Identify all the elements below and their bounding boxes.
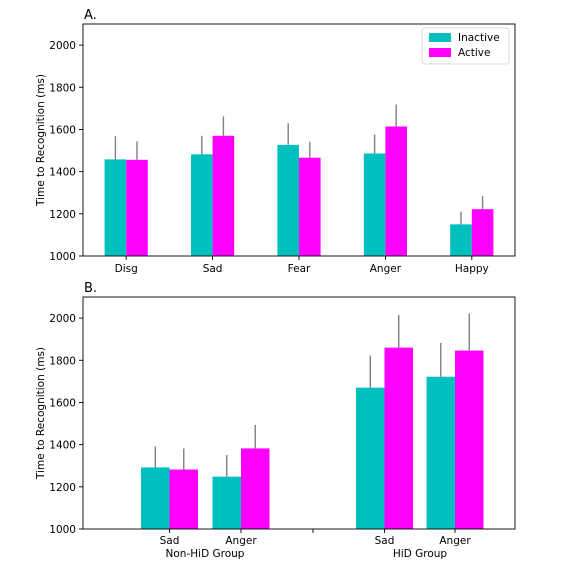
y-tick-label: 1400 xyxy=(49,167,76,179)
x-tick-label: Anger xyxy=(439,535,471,547)
panel-b-bars xyxy=(141,313,484,529)
panel-a-frame xyxy=(82,23,516,257)
x-tick-label: Anger xyxy=(225,535,257,547)
panel-a-x-axis: Disg Sad Fear Anger Happy xyxy=(115,256,489,275)
x-tick-label: Anger xyxy=(370,263,402,275)
y-tick-label: 2000 xyxy=(49,40,76,52)
legend-label-active: Active xyxy=(458,47,490,59)
bar xyxy=(212,476,241,529)
legend-swatch-active xyxy=(429,48,451,57)
y-tick-label: 1200 xyxy=(49,209,76,221)
bar xyxy=(299,157,321,256)
bar xyxy=(169,469,198,529)
x-tick-label: Happy xyxy=(455,263,489,275)
y-tick-label: 1600 xyxy=(49,124,76,136)
bar xyxy=(191,154,213,256)
bar xyxy=(104,159,127,256)
bar xyxy=(450,224,472,256)
group-label: Non-HiD Group xyxy=(166,548,245,560)
x-tick-label: Sad xyxy=(160,535,180,547)
bar xyxy=(384,347,413,529)
y-tick-label: 1000 xyxy=(49,251,76,263)
bar xyxy=(385,126,407,256)
bar xyxy=(126,159,148,256)
panel-a-y-axis-label: Time to Recognition (ms) xyxy=(35,74,47,207)
legend: Inactive Active xyxy=(421,27,510,65)
bar xyxy=(277,144,299,256)
panel-b-label: B. xyxy=(84,281,97,296)
y-tick-label: 1200 xyxy=(49,482,76,494)
bar xyxy=(363,153,386,256)
legend-swatch-inactive xyxy=(429,33,451,42)
bar xyxy=(426,376,455,529)
panel-b-y-axis: 1000 1200 1400 1600 1800 2000 xyxy=(49,313,83,536)
y-tick-label: 1800 xyxy=(49,82,76,94)
panel-b-y-axis-label: Time to Recognition (ms) xyxy=(35,347,47,480)
bar xyxy=(241,448,270,529)
panel-a-bars xyxy=(104,104,494,256)
x-tick-label: Disg xyxy=(115,263,138,275)
y-tick-label: 1800 xyxy=(49,355,76,367)
bar xyxy=(356,387,385,529)
group-label: HiD Group xyxy=(393,548,448,560)
panel-a-label: A. xyxy=(84,8,97,23)
x-tick-label: Fear xyxy=(288,263,311,275)
x-tick-label: Sad xyxy=(203,263,223,275)
panel-a: A. 1000 1200 1400 1600 1800 2000 Disg Sad Fear A… xyxy=(35,8,516,275)
bar xyxy=(471,209,494,256)
bar xyxy=(455,350,484,529)
y-tick-label: 1000 xyxy=(49,524,76,536)
x-tick-label: Sad xyxy=(375,535,395,547)
y-tick-label: 2000 xyxy=(49,313,76,325)
bar xyxy=(141,467,170,529)
legend-label-inactive: Inactive xyxy=(458,32,500,44)
panel-a-y-axis: 1000 1200 1400 1600 1800 2000 xyxy=(49,40,83,263)
bar xyxy=(212,135,235,256)
y-tick-label: 1400 xyxy=(49,440,76,452)
y-tick-label: 1600 xyxy=(49,397,76,409)
panel-b-frame xyxy=(82,296,516,530)
